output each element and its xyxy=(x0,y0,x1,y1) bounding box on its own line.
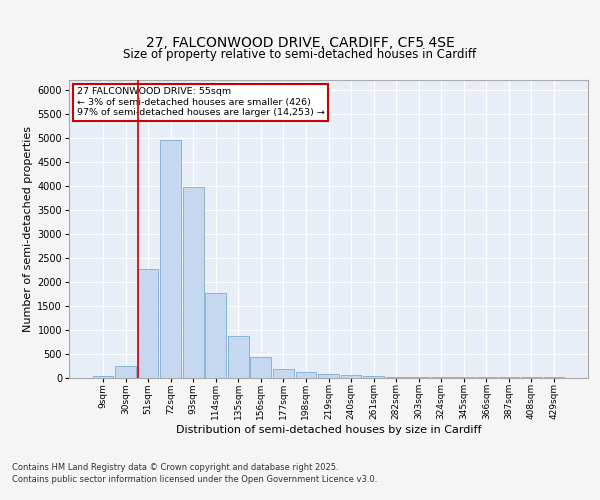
Bar xyxy=(115,366,136,378)
Text: Contains public sector information licensed under the Open Government Licence v3: Contains public sector information licen… xyxy=(12,474,377,484)
Bar xyxy=(273,368,294,378)
Bar xyxy=(341,375,361,378)
Bar xyxy=(318,374,339,378)
Bar xyxy=(137,269,158,378)
Bar xyxy=(160,140,181,378)
Text: Size of property relative to semi-detached houses in Cardiff: Size of property relative to semi-detach… xyxy=(124,48,476,61)
Bar xyxy=(363,376,384,378)
Text: 27 FALCONWOOD DRIVE: 55sqm
← 3% of semi-detached houses are smaller (426)
97% of: 27 FALCONWOOD DRIVE: 55sqm ← 3% of semi-… xyxy=(77,88,325,117)
X-axis label: Distribution of semi-detached houses by size in Cardiff: Distribution of semi-detached houses by … xyxy=(176,425,481,435)
Bar xyxy=(228,336,248,378)
Text: Contains HM Land Registry data © Crown copyright and database right 2025.: Contains HM Land Registry data © Crown c… xyxy=(12,464,338,472)
Bar xyxy=(183,187,203,378)
Bar xyxy=(92,376,113,378)
Bar xyxy=(205,293,226,378)
Bar xyxy=(386,377,407,378)
Y-axis label: Number of semi-detached properties: Number of semi-detached properties xyxy=(23,126,33,332)
Bar xyxy=(250,358,271,378)
Text: 27, FALCONWOOD DRIVE, CARDIFF, CF5 4SE: 27, FALCONWOOD DRIVE, CARDIFF, CF5 4SE xyxy=(146,36,454,50)
Bar xyxy=(296,372,316,378)
